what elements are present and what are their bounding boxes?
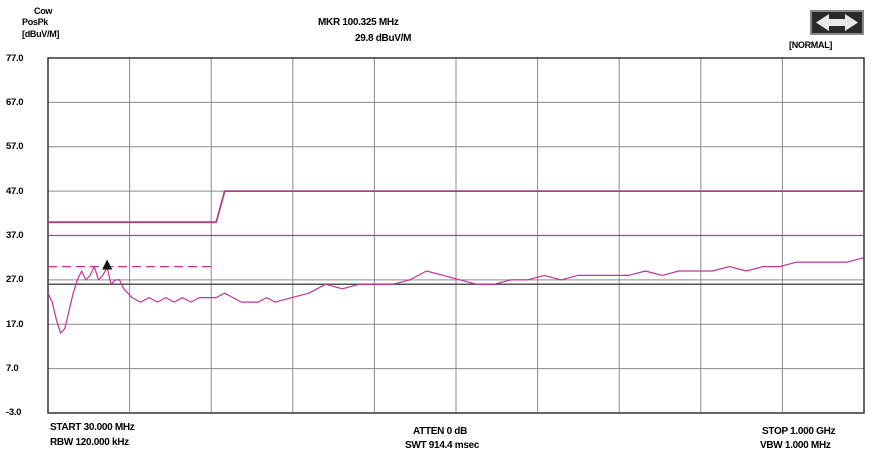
- vbw-label: VBW 1.000 MHz: [760, 440, 831, 451]
- y-tick-label: 7.0: [6, 363, 19, 374]
- y-tick-label: -3.0: [6, 407, 22, 418]
- coupling-label: Cow: [34, 6, 53, 16]
- y-tick-label: 77.0: [6, 53, 24, 64]
- y-tick-label: 47.0: [6, 186, 24, 197]
- marker-frequency: MKR 100.325 MHz: [318, 17, 399, 28]
- y-tick-label: 67.0: [6, 97, 24, 108]
- y-tick-label: 27.0: [6, 274, 24, 285]
- detector-label: PosPk: [22, 17, 49, 27]
- sweep-time-label: SWT 914.4 msec: [405, 440, 480, 451]
- measurement-trace: [47, 257, 865, 334]
- left-right-arrow-icon[interactable]: [810, 10, 864, 35]
- y-tick-label: 17.0: [6, 319, 24, 330]
- marker-level: 29.8 dBuV/M: [355, 33, 412, 44]
- start-frequency: START 30.000 MHz: [50, 422, 135, 433]
- marker-icon: [102, 259, 113, 270]
- limit-line: [48, 190, 864, 224]
- left-right-arrow-glyph: [816, 14, 858, 31]
- mode-label: [NORMAL]: [789, 40, 833, 50]
- unit-label: [dBuV/M]: [22, 29, 60, 39]
- y-tick-label: 57.0: [6, 141, 24, 152]
- stop-frequency: STOP 1.000 GHz: [762, 426, 836, 437]
- y-tick-label: 37.0: [6, 230, 24, 241]
- rbw-label: RBW 120.000 kHz: [50, 437, 129, 448]
- attenuation-label: ATTEN 0 dB: [413, 426, 468, 437]
